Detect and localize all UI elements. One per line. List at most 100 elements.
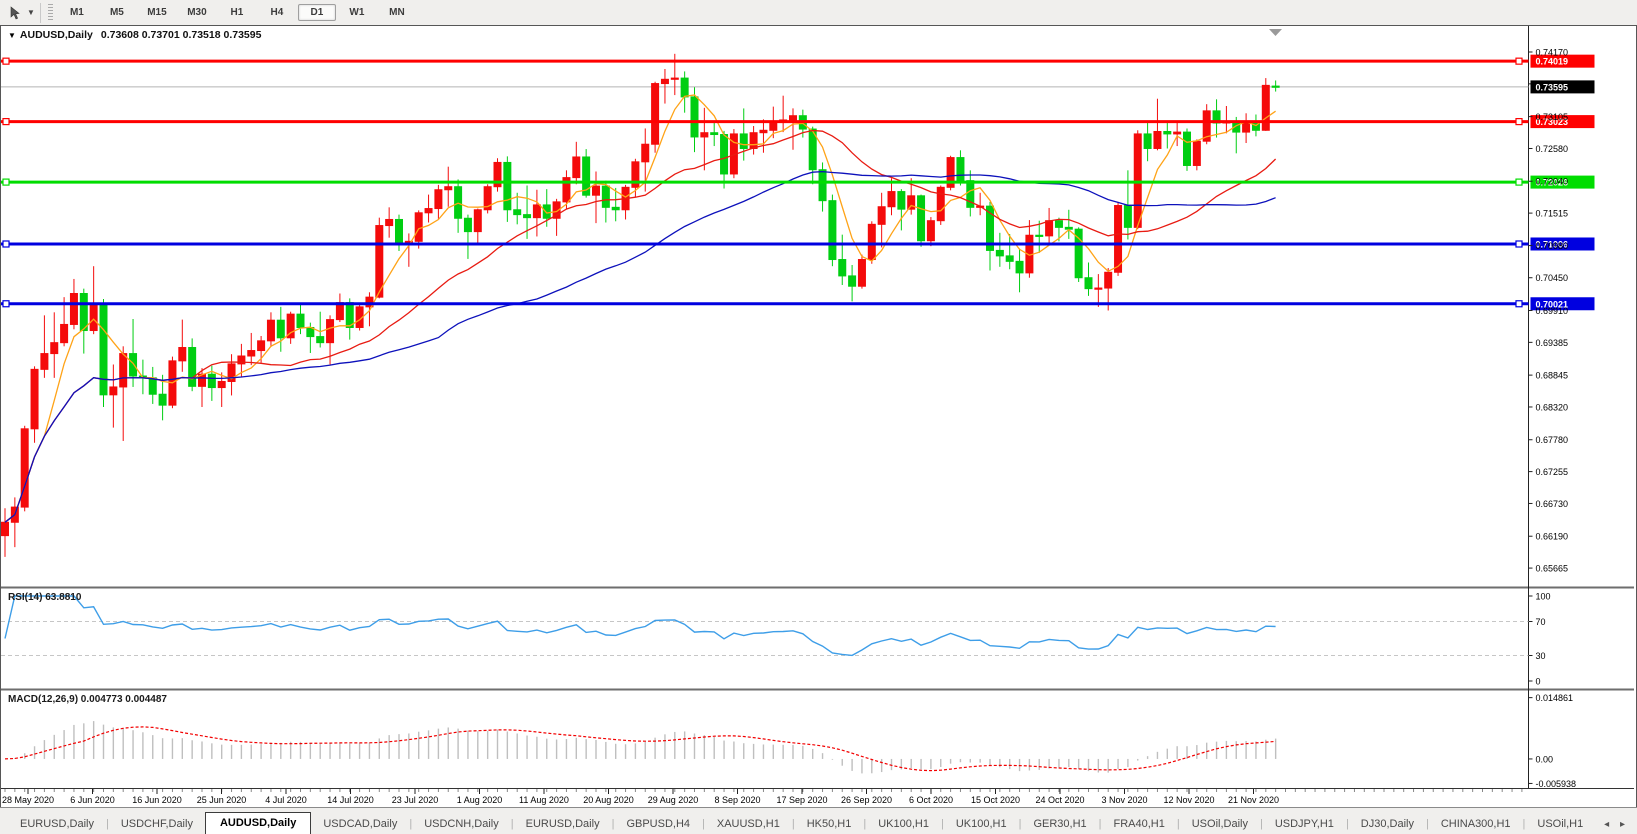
hline-0.72026[interactable]: 0.72026	[1, 175, 1595, 189]
chart-canvas[interactable]: 0.74019 0.73023 0.72026 0.71006 0.70021 0.741…	[1, 26, 1634, 806]
svg-text:0.70021: 0.70021	[1536, 299, 1569, 309]
symbol-tab-usoil-daily-13[interactable]: USOil,Daily	[1191, 818, 1248, 830]
pane-separators[interactable]	[1, 26, 1634, 789]
svg-text:100: 100	[1536, 592, 1551, 602]
svg-text:15 Oct 2020: 15 Oct 2020	[971, 795, 1020, 805]
svg-text:-0.005938: -0.005938	[1536, 779, 1577, 789]
symbol-tab-fra40-h1-12[interactable]: FRA40,H1	[1113, 818, 1165, 830]
svg-text:3 Nov 2020: 3 Nov 2020	[1101, 795, 1147, 805]
timeframe-button-mn[interactable]: MN	[389, 7, 405, 18]
tab-separator: |	[611, 818, 615, 830]
hline-0.73023[interactable]: 0.73023	[1, 115, 1595, 129]
symbol-tab-eurusd-daily-5[interactable]: EURUSD,Daily	[525, 818, 600, 830]
date-axis: 28 May 2020 6 Jun 2020 16 Jun 2020 25 Jun 2…	[2, 789, 1523, 805]
rsi-indicator-label: RSI(14) 63.8810	[8, 592, 82, 603]
hline-0.71006[interactable]: 0.71006	[1, 237, 1595, 251]
svg-text:0.69385: 0.69385	[1536, 338, 1569, 348]
symbol-tab-china300-h1-16[interactable]: CHINA300,H1	[1440, 818, 1511, 830]
symbol-tabs: EURUSD,Daily | USDCHF,Daily AUDUSD,Daily USD…	[8, 812, 1595, 834]
svg-text:0.72580: 0.72580	[1536, 144, 1569, 154]
svg-text:0.69910: 0.69910	[1536, 306, 1569, 316]
symbol-tab-hk50-h1-8[interactable]: HK50,H1	[806, 818, 852, 830]
svg-text:1 Aug 2020: 1 Aug 2020	[457, 795, 503, 805]
chart-window: ▼ AUDUSD,Daily 0.73608 0.73701 0.73518 0.7…	[0, 25, 1637, 809]
symbol-tab-usoil-h1-17[interactable]: USOil,H1	[1537, 818, 1584, 830]
crosshair-cursor-tool-button[interactable]	[3, 3, 27, 23]
tab-separator: |	[1259, 818, 1263, 830]
svg-text:0.71515: 0.71515	[1536, 209, 1569, 219]
tab-scroll-arrows[interactable]: ◂ ▸	[1604, 819, 1629, 830]
svg-text:21 Nov 2020: 21 Nov 2020	[1228, 795, 1279, 805]
chart-dropdown-icon[interactable]: ▼	[8, 31, 16, 40]
toolbar-separator	[39, 2, 41, 23]
moving-average-ma-fast	[4, 94, 1276, 523]
symbol-tab-xauusd-h1-7[interactable]: XAUUSD,H1	[716, 818, 780, 830]
svg-text:0.72026: 0.72026	[1536, 178, 1569, 188]
cursor-icon	[10, 5, 20, 19]
symbol-tab-eurusd-daily-0[interactable]: EURUSD,Daily	[20, 818, 94, 830]
symbol-tab-usdcnh-daily-4[interactable]: USDCNH,Daily	[424, 818, 499, 830]
svg-text:20 Aug 2020: 20 Aug 2020	[583, 795, 634, 805]
tab-separator: |	[510, 818, 514, 830]
svg-text:6 Jun 2020: 6 Jun 2020	[70, 795, 115, 805]
svg-text:0.70450: 0.70450	[1536, 273, 1569, 283]
timeframe-button-d1[interactable]: D1	[297, 4, 336, 21]
symbol-tab-gbpusd-h4-6[interactable]: GBPUSD,H4	[626, 818, 691, 830]
symbol-tab-audusd-daily-2[interactable]: AUDUSD,Daily	[204, 812, 312, 834]
tab-separator: |	[791, 818, 795, 830]
symbol-tab-uk100-h1-9[interactable]: UK100,H1	[878, 818, 929, 830]
moving-average-ma-mid	[4, 129, 1277, 523]
svg-text:16 Jun 2020: 16 Jun 2020	[132, 795, 182, 805]
tab-separator: |	[409, 818, 413, 830]
svg-text:4 Jul 2020: 4 Jul 2020	[265, 795, 307, 805]
toolbar-drag-handle[interactable]	[47, 3, 53, 22]
svg-text:0.68320: 0.68320	[1536, 402, 1569, 412]
svg-text:0.74170: 0.74170	[1536, 48, 1569, 58]
symbol-tab-uk100-h1-10[interactable]: UK100,H1	[955, 818, 1007, 830]
timeframe-button-m1[interactable]: M1	[69, 7, 84, 18]
tab-separator: |	[863, 818, 867, 830]
timeframe-button-m5[interactable]: M5	[109, 7, 124, 18]
current-price-badge: 0.73595	[1530, 80, 1595, 94]
svg-text:8 Sep 2020: 8 Sep 2020	[714, 795, 760, 805]
svg-text:12 Nov 2020: 12 Nov 2020	[1163, 795, 1214, 805]
tab-separator: |	[1018, 818, 1022, 830]
svg-text:70: 70	[1536, 617, 1546, 627]
tab-separator: |	[105, 818, 109, 830]
hline-0.74019[interactable]: 0.74019	[1, 54, 1595, 68]
timeframe-button-w1[interactable]: W1	[349, 7, 365, 18]
svg-text:0.66190: 0.66190	[1536, 532, 1569, 542]
svg-text:29 Aug 2020: 29 Aug 2020	[648, 795, 699, 805]
timeframe-toolbar: ▼ M1 M5 M15 M30 H1 H4 D1 W1 MN	[0, 0, 1637, 26]
svg-text:24 Oct 2020: 24 Oct 2020	[1035, 795, 1084, 805]
chart-symbol-label: AUDUSD,Daily	[19, 29, 93, 41]
svg-text:0.73023: 0.73023	[1536, 117, 1569, 127]
svg-text:11 Aug 2020: 11 Aug 2020	[519, 795, 569, 805]
symbol-tab-usdchf-daily-1[interactable]: USDCHF,Daily	[120, 818, 193, 830]
tab-separator: |	[1176, 818, 1180, 830]
svg-text:25 Jun 2020: 25 Jun 2020	[197, 795, 247, 805]
macd-indicator-label: MACD(12,26,9) 0.004773 0.004487	[8, 694, 167, 705]
symbol-tab-dj30-daily-15[interactable]: DJ30,Daily	[1360, 818, 1414, 830]
symbol-tab-usdjpy-h1-14[interactable]: USDJPY,H1	[1274, 818, 1334, 830]
svg-text:30: 30	[1536, 651, 1546, 661]
svg-text:0.73105: 0.73105	[1536, 112, 1569, 122]
timeframe-button-h1[interactable]: H1	[230, 7, 244, 18]
symbol-tab-ger30-h1-11[interactable]: GER30,H1	[1033, 818, 1087, 830]
chart-shift-marker-icon	[1269, 29, 1282, 36]
svg-text:0.67780: 0.67780	[1536, 435, 1569, 445]
svg-text:0.71006: 0.71006	[1536, 239, 1569, 249]
svg-text:0.73595: 0.73595	[1536, 82, 1569, 92]
timeframe-button-m15[interactable]: M15	[147, 7, 167, 18]
hline-0.70021[interactable]: 0.70021	[1, 297, 1595, 311]
symbol-tab-usdcad-daily-3[interactable]: USDCAD,Daily	[323, 818, 398, 830]
svg-text:26 Sep 2020: 26 Sep 2020	[841, 795, 892, 805]
timeframe-button-m30[interactable]: M30	[187, 7, 207, 18]
svg-text:6 Oct 2020: 6 Oct 2020	[909, 795, 953, 805]
tab-separator: |	[1522, 818, 1526, 830]
timeframe-button-h4[interactable]: H4	[270, 7, 284, 18]
chart-title: ▼ AUDUSD,Daily 0.73608 0.73701 0.73518 0.7…	[8, 29, 261, 41]
tab-separator: |	[1425, 818, 1429, 830]
chevron-down-icon[interactable]: ▼	[27, 8, 35, 17]
